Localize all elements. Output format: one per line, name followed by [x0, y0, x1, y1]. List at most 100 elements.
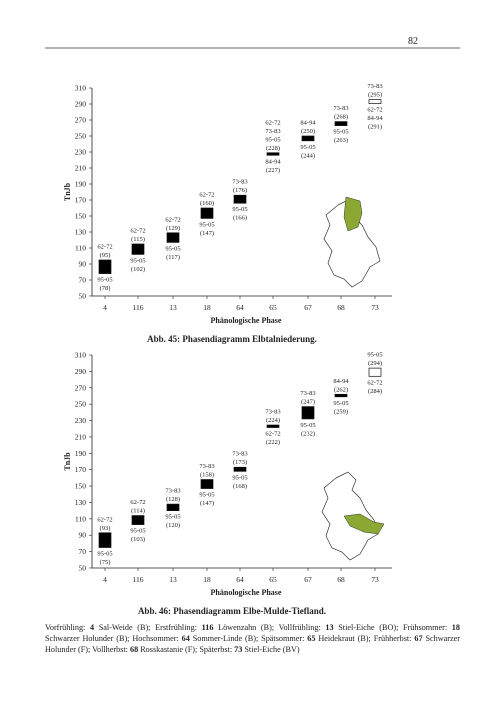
y-tick-label: 110 [75, 514, 86, 523]
value-label: (103) [131, 536, 145, 543]
x-tick-label: 65 [269, 575, 277, 584]
period-label: 84-94 [333, 378, 349, 385]
value-label: (232) [301, 430, 315, 437]
phase-box [131, 515, 145, 525]
legend-segment: 4 [89, 623, 95, 632]
value-label: (115) [131, 236, 145, 243]
y-tick-label: 290 [75, 100, 87, 109]
value-label: (247) [301, 399, 315, 406]
y-tick-label: 230 [75, 148, 87, 157]
value-label: (78) [100, 285, 111, 292]
x-tick-label: 18 [203, 575, 211, 584]
x-tick-label: 68 [337, 303, 345, 312]
legend-segment: 64 [181, 634, 190, 643]
value-label: (284) [368, 388, 382, 395]
value-label: (166) [233, 215, 247, 222]
period-label: 62-72 [367, 379, 382, 386]
legend-segment: Sommer-Linde (B); Spätsommer: [189, 634, 308, 643]
phase-box [233, 466, 247, 472]
value-label: (117) [166, 254, 180, 261]
value-label: (228) [266, 145, 280, 152]
value-label: (250) [301, 128, 315, 135]
value-label: (120) [166, 522, 180, 529]
period-label: 95-05 [232, 206, 247, 213]
y-tick-label: 190 [75, 449, 87, 458]
y-tick-label: 250 [75, 400, 87, 409]
y-tick-label: 270 [75, 383, 87, 392]
period-label: 62-72 [130, 228, 145, 235]
x-tick-label: 4 [103, 303, 107, 312]
period-label: 95-05 [199, 221, 214, 228]
phase-box [301, 406, 315, 420]
period-label: 62-72 [199, 192, 214, 199]
period-label: 95-05 [300, 144, 315, 151]
x-tick-label: 13 [169, 303, 177, 312]
map-region [343, 196, 363, 232]
y-axis-label: TnJb [63, 182, 72, 201]
legend-segment: Schwarzer Holunder (B); Hochsommer: [45, 634, 182, 643]
period-label: 62-72 [130, 499, 145, 506]
period-label: 62-72 [367, 107, 382, 114]
y-tick-label: 150 [75, 212, 87, 221]
phase-box [266, 424, 280, 428]
legend-segment: Löwenzahn (B); Vollfrühling: [213, 623, 326, 632]
x-tick-label: 73 [371, 575, 379, 584]
region-map [321, 471, 385, 561]
value-label: (95) [100, 252, 111, 259]
period-label: 73-83 [300, 390, 315, 397]
x-tick-label: 18 [203, 303, 211, 312]
value-label: (160) [200, 200, 214, 207]
period-label: 84-94 [300, 120, 316, 127]
x-tick-label: 13 [169, 575, 177, 584]
phase-box [98, 532, 112, 548]
period-label: 62-72 [165, 216, 180, 223]
value-label: (75) [100, 559, 111, 566]
value-label: (291) [368, 124, 382, 131]
y-tick-label: 130 [75, 228, 87, 237]
x-tick-label: 68 [337, 575, 345, 584]
period-label: 95-05 [333, 129, 348, 136]
phase-box [200, 479, 214, 489]
x-tick-label: 64 [236, 575, 244, 584]
period-label: 73-83 [265, 128, 280, 135]
period-label: 73-83 [199, 463, 214, 470]
value-label: (168) [233, 483, 247, 490]
phase-box [301, 135, 315, 142]
y-tick-label: 290 [75, 367, 87, 376]
legend-segment: 18 [451, 623, 460, 632]
x-tick-label: 4 [103, 575, 107, 584]
value-label: (102) [131, 266, 145, 273]
y-tick-label: 150 [75, 482, 87, 491]
legend-segment: 73 [234, 645, 243, 654]
y-tick-label: 90 [79, 531, 87, 540]
phase-box [334, 121, 348, 126]
y-tick-label: 170 [75, 465, 87, 474]
value-label: (294) [368, 360, 382, 367]
legend-text: Vorfrühling: 4 Sal-Weide (B); Erstfrühli… [45, 622, 460, 655]
map-region [343, 513, 385, 535]
y-tick-label: 130 [75, 498, 87, 507]
value-label: (114) [131, 508, 145, 515]
legend-segment: Vorfrühling: [45, 623, 90, 632]
y-tick-label: 70 [79, 547, 87, 556]
period-label: 62-72 [97, 244, 112, 251]
period-label: 73-83 [367, 83, 382, 90]
x-tick-label: 116 [133, 575, 144, 584]
value-label: (147) [200, 500, 214, 507]
y-tick-label: 250 [75, 132, 87, 141]
region-map [323, 196, 381, 288]
y-tick-label: 70 [79, 276, 87, 285]
phase-box [266, 152, 280, 156]
y-tick-label: 310 [75, 351, 87, 360]
y-tick-label: 50 [79, 564, 87, 573]
period-label: 95-05 [232, 474, 247, 481]
phase-box [233, 194, 247, 204]
y-tick-label: 50 [79, 292, 87, 301]
x-axis-label: Phänologische Phase [211, 588, 282, 597]
period-label: 95-05 [97, 551, 112, 558]
legend-segment: 67 [414, 634, 423, 643]
period-label: 62-72 [265, 119, 280, 126]
period-label: 62-72 [97, 516, 112, 523]
